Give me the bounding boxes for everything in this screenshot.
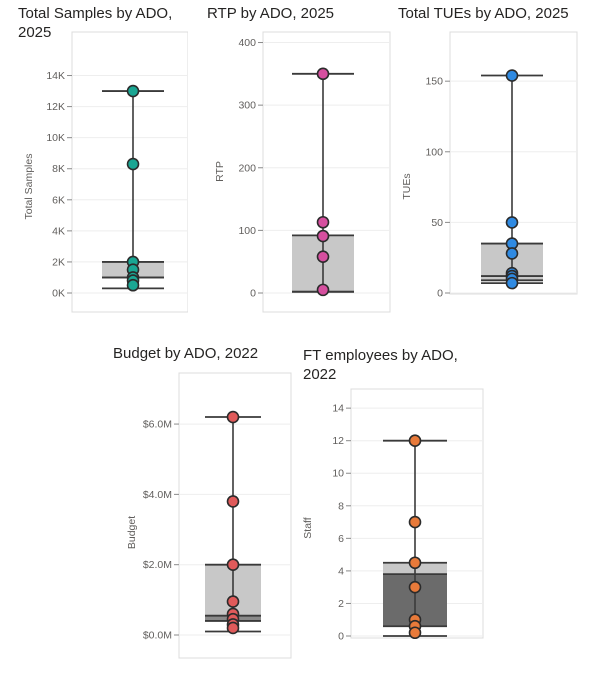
chart-rtp: 0 100 200 300 400 RTP RTP by ADO, 2025 [195, 0, 395, 320]
data-point [226, 410, 240, 424]
chart-plot: 0K 2K 4K 6K 8K 10K 12K 14K Total Samples [23, 31, 188, 313]
data-point [226, 595, 240, 608]
tick-label: $2.0M [143, 559, 172, 571]
data-point [226, 558, 240, 571]
tick-label: $6.0M [143, 419, 172, 431]
y-axis-label: RTP [214, 161, 226, 182]
tick-label: 150 [425, 76, 443, 88]
plot-frame [71, 31, 188, 313]
plot-frame [262, 31, 391, 313]
y-axis-label: Staff [302, 517, 314, 538]
tick-label: 100 [238, 225, 256, 237]
data-point [505, 247, 519, 260]
data-point [126, 84, 140, 98]
data-point [505, 216, 519, 229]
tick-label: 2 [338, 598, 344, 610]
tick-label: 10 [332, 468, 344, 480]
data-point [408, 515, 422, 529]
data-point [408, 626, 422, 640]
data-point [316, 229, 330, 243]
tick-label: 2K [52, 256, 65, 268]
chart-plot: 0 100 200 300 400 RTP [214, 31, 391, 313]
chart-budget: $0.0M $2.0M $4.0M $6.0M Budget Budget by ADO… [105, 338, 300, 678]
chart-total-samples: 0K 2K 4K 6K 8K 10K 12K 14K Total Samples Total S… [10, 0, 188, 320]
tick-label: 14K [46, 70, 65, 82]
tick-label: 12K [46, 101, 65, 113]
data-point [408, 434, 422, 447]
tick-label: 4 [338, 565, 344, 577]
tick-label: 0K [52, 288, 65, 300]
tick-label: 400 [238, 37, 256, 49]
plot-frame [178, 372, 292, 659]
data-point [505, 69, 519, 82]
data-point [126, 278, 140, 292]
chart-plot: 0 2 4 6 8 10 12 14 Staff [302, 388, 484, 643]
tick-label: 0 [338, 631, 344, 643]
chart-title: RTP by ADO, 2025 [207, 5, 335, 22]
tick-label: 300 [238, 100, 256, 112]
tick-label: 200 [238, 162, 256, 174]
tick-label: 4K [52, 225, 65, 237]
y-axis-label: Total Samples [23, 154, 35, 220]
tick-label: 0 [437, 288, 443, 300]
tick-label: 10K [46, 132, 65, 144]
chart-ft-employees: 0 2 4 6 8 10 12 14 Staff FT employees by ADO, 20… [295, 338, 495, 678]
data-point [408, 556, 422, 570]
data-point [126, 157, 140, 171]
tick-label: 100 [425, 146, 443, 158]
data-point [505, 276, 519, 290]
data-point [316, 215, 330, 229]
data-point [316, 67, 330, 81]
tick-label: $0.0M [143, 630, 172, 642]
tick-label: $4.0M [143, 489, 172, 501]
y-axis-label: Budget [126, 516, 138, 549]
tick-label: 6 [338, 533, 344, 545]
tick-label: 12 [332, 435, 344, 447]
chart-title: Budget by ADO, 2022 [113, 345, 259, 362]
tick-label: 6K [52, 194, 65, 206]
data-point [226, 621, 240, 635]
tick-label: 0 [250, 288, 256, 300]
chart-title: FT employees by ADO, 2022 [303, 347, 458, 383]
chart-title: Total Samples by ADO, 2025 [18, 5, 173, 41]
chart-title: Total TUEs by ADO, 2025 [398, 5, 569, 22]
chart-plot: 0 50 100 150 TUEs [401, 31, 578, 300]
chart-plot: $0.0M $2.0M $4.0M $6.0M Budget [126, 372, 292, 659]
y-axis-label: TUEs [401, 173, 413, 199]
data-point [226, 495, 240, 508]
plot-frame [449, 31, 578, 295]
data-point [316, 283, 330, 297]
chart-tues: 0 50 100 150 TUEs Total TUEs by ADO, 2025 [390, 0, 600, 320]
tick-label: 8 [338, 500, 344, 512]
data-point [316, 250, 330, 263]
data-point [408, 580, 422, 594]
tick-label: 8K [52, 163, 65, 175]
tick-label: 50 [431, 217, 443, 229]
tick-label: 14 [332, 403, 344, 415]
